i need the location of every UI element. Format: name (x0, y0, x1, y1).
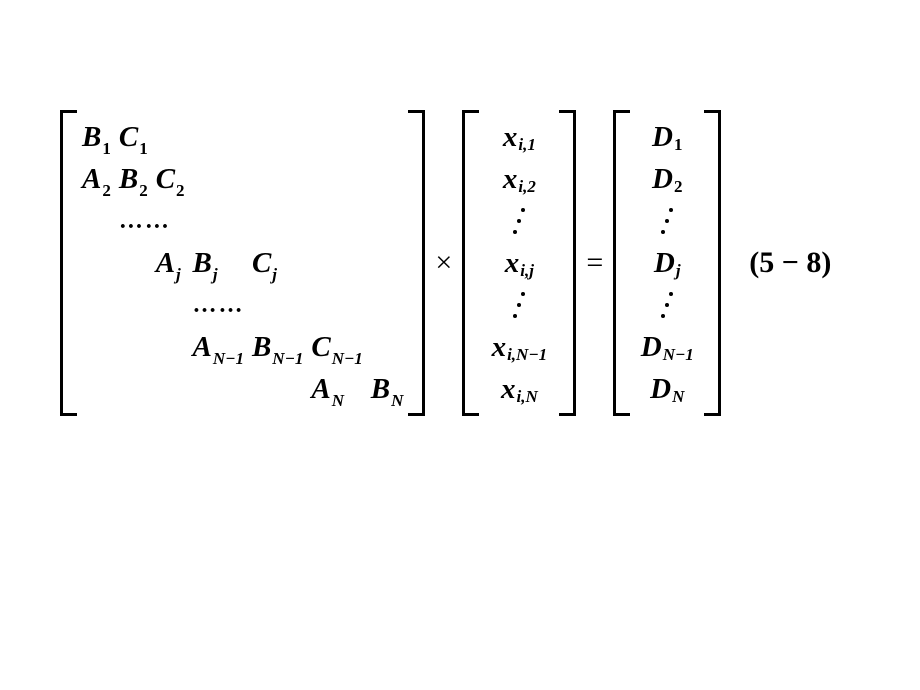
left-bracket (613, 110, 627, 416)
D-vdots-lower (657, 284, 677, 326)
x-vdots-upper (509, 200, 529, 242)
cell-A2: A2 (82, 165, 111, 194)
tridiagonal-grid: B1 C1 A2 B2 C2 (82, 116, 403, 410)
cell-BNm1: BN−1 (252, 333, 303, 362)
matrix-body: B1 C1 A2 B2 C2 (74, 110, 411, 416)
left-bracket (462, 110, 476, 416)
right-bracket (562, 110, 576, 416)
cell-B1: B1 (82, 123, 111, 152)
d-vector: D1 D2 Dj DN−1 (613, 110, 721, 416)
coefficient-matrix: B1 C1 A2 B2 C2 (60, 110, 425, 416)
equation-canvas: B1 C1 A2 B2 C2 (0, 0, 920, 690)
D-vdots-upper (657, 200, 677, 242)
upper-ellipsis: …… (119, 208, 185, 235)
x-vector: xi,1 xi,2 xi,j xi,N−1 (462, 110, 576, 416)
right-bracket (707, 110, 721, 416)
x-vdots-lower (509, 284, 529, 326)
cell-CNm1: CN−1 (311, 333, 362, 362)
D-N: DN (650, 368, 684, 410)
right-bracket (411, 110, 425, 416)
equation-number: (5 − 8) (749, 246, 831, 280)
x-vector-body: xi,1 xi,2 xi,j xi,N−1 (484, 116, 554, 410)
cell-BN: BN (371, 375, 404, 404)
x-ij: xi,j (505, 242, 534, 284)
x-iN: xi,N (501, 368, 538, 410)
D-1: D1 (652, 116, 682, 158)
D-j: Dj (654, 242, 681, 284)
x-iNm1: xi,N−1 (492, 326, 548, 368)
lower-ellipsis: …… (193, 292, 304, 319)
D-Nm1: DN−1 (641, 326, 694, 368)
d-vector-body: D1 D2 Dj DN−1 (635, 116, 699, 410)
cell-Aj: Aj (156, 249, 185, 278)
x-i1: xi,1 (503, 116, 536, 158)
x-i2: xi,2 (503, 158, 536, 200)
cell-B2: B2 (119, 165, 148, 194)
cell-ANm1: AN−1 (193, 333, 244, 362)
times-operator: × (425, 246, 462, 280)
cell-AN: AN (311, 375, 362, 404)
cell-C1: C1 (119, 123, 148, 152)
cell-Bj: Bj (193, 249, 244, 278)
D-2: D2 (652, 158, 682, 200)
cell-C2: C2 (156, 165, 185, 194)
equation: B1 C1 A2 B2 C2 (60, 110, 831, 416)
left-bracket (60, 110, 74, 416)
equals-operator: = (576, 246, 613, 280)
cell-Cj: Cj (252, 249, 303, 278)
